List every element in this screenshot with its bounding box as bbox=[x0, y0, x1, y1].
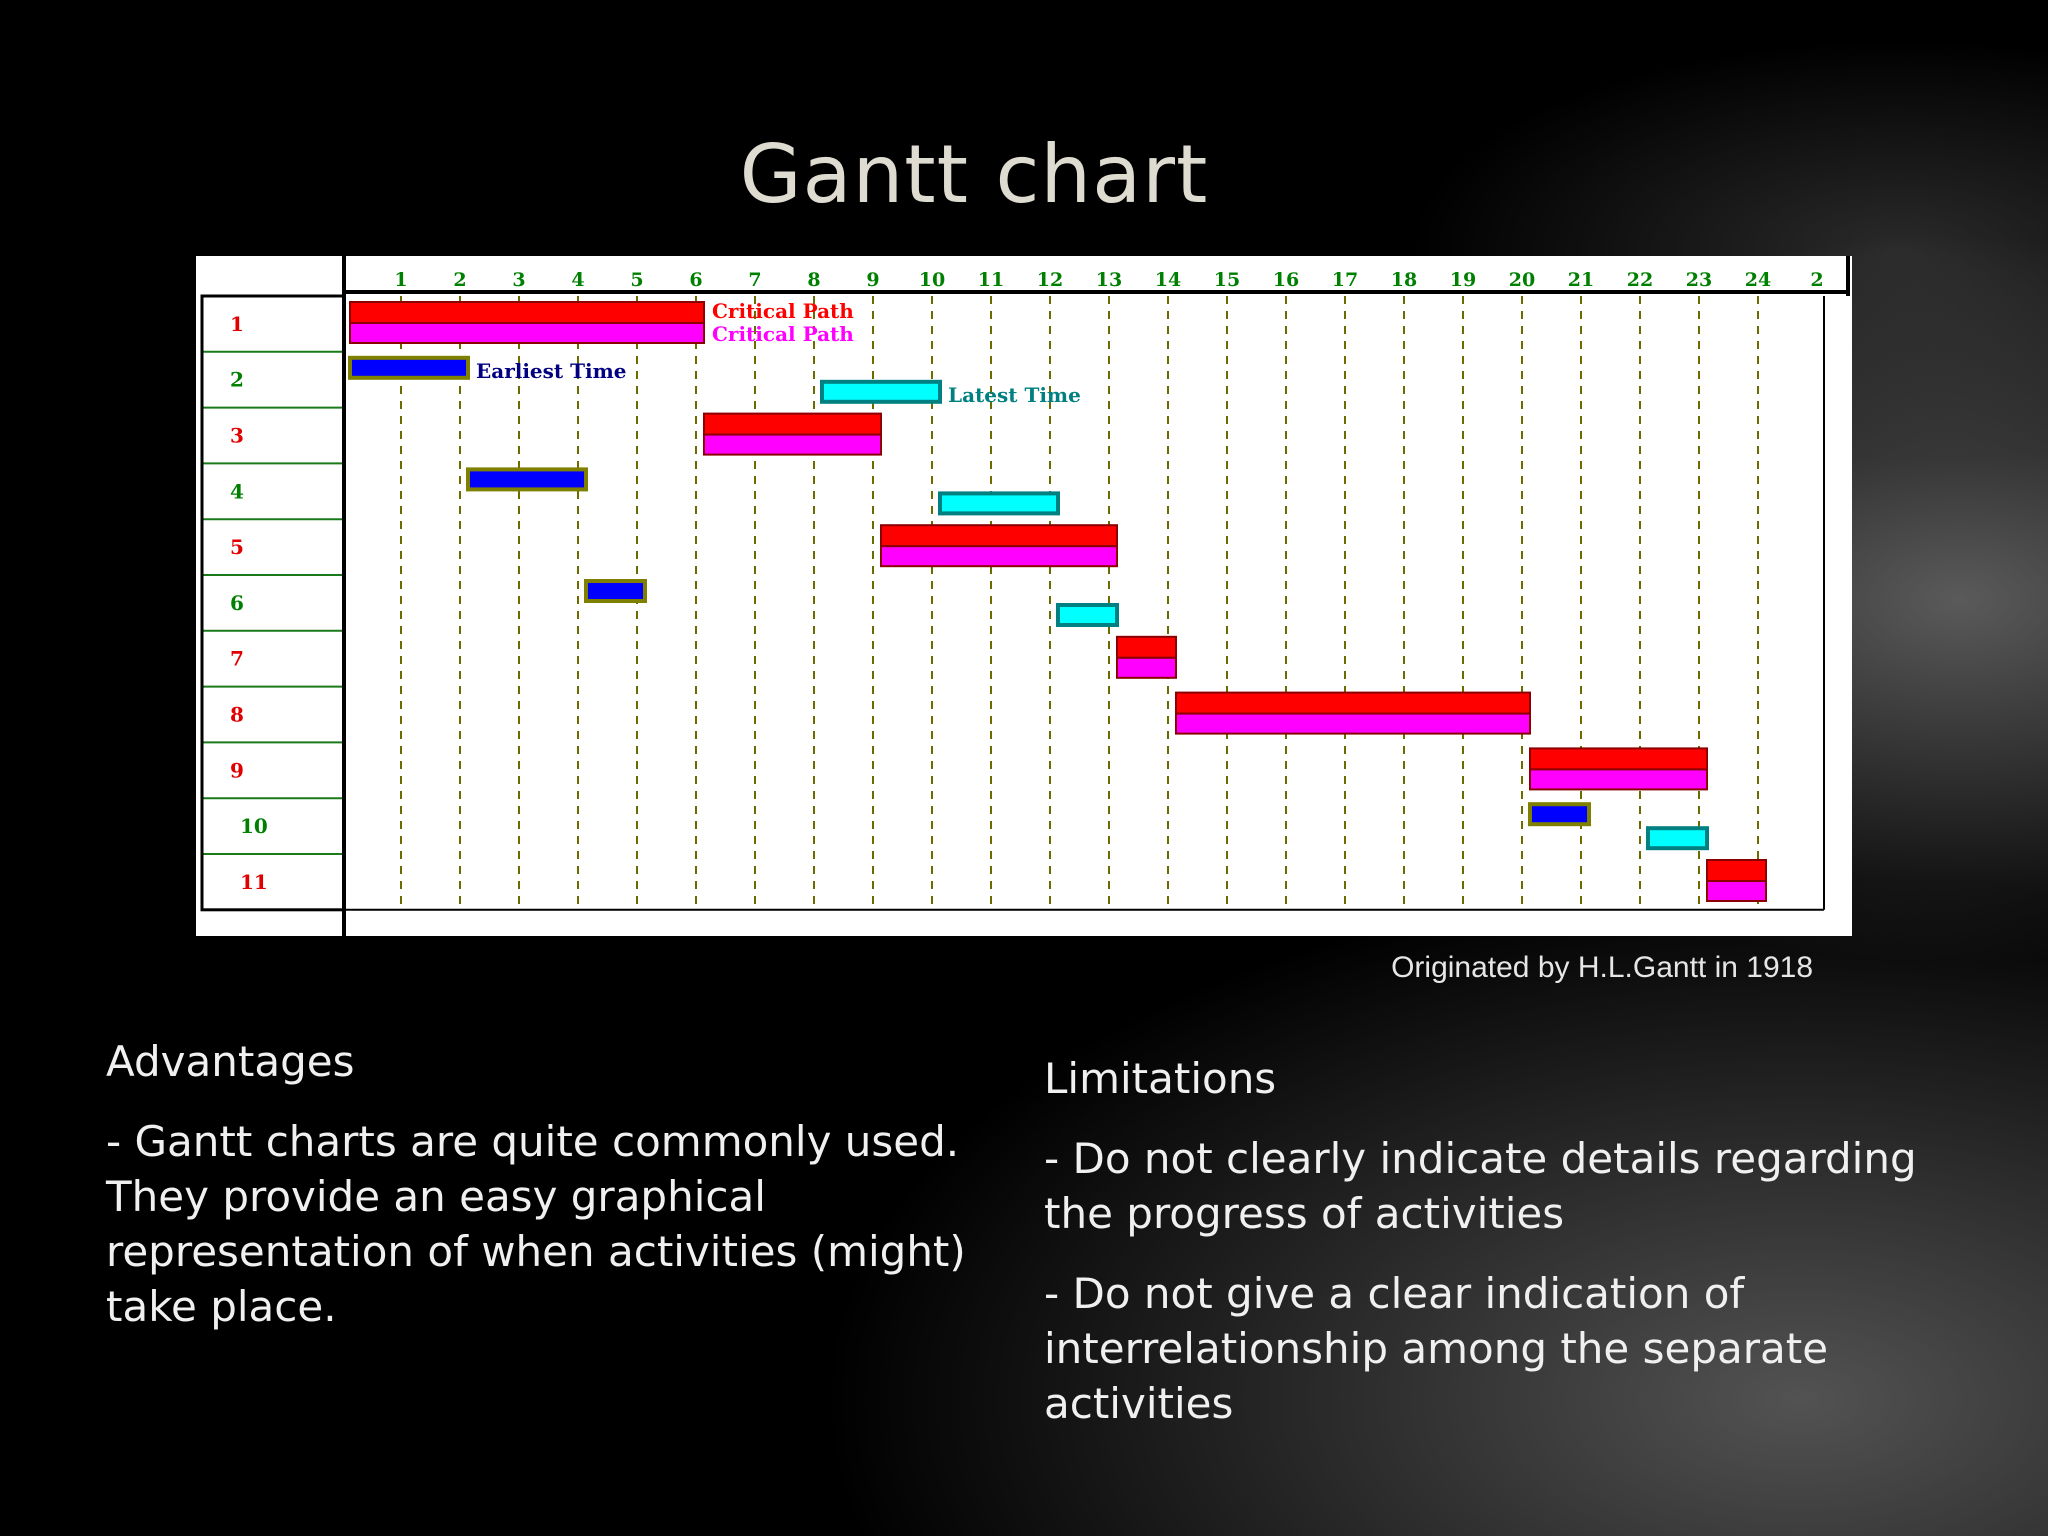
x-tick-label: 14 bbox=[1155, 269, 1181, 291]
limitation-item-1: - Do not clearly indicate details regard… bbox=[1044, 1134, 1917, 1238]
x-tick-label: 24 bbox=[1745, 269, 1771, 291]
gantt-chart: 1 2 3 4 5 6 7 8 9 10 11 12 13 14 15 16 17 18 19 20 21 22 23 24 2… bbox=[196, 256, 1852, 936]
latest-time-bar bbox=[938, 491, 1060, 516]
x-tick-label: 15 bbox=[1214, 269, 1240, 291]
chart-caption: Originated by H.L.Gantt in 1918 bbox=[1391, 951, 1813, 984]
x-tick-label: 16 bbox=[1273, 269, 1299, 291]
advantages-heading: Advantages bbox=[106, 1037, 355, 1086]
row-label: 3 bbox=[230, 424, 244, 448]
row-label: 4 bbox=[230, 479, 244, 503]
x-tick-label: 6 bbox=[689, 269, 702, 291]
x-tick-label: 22 bbox=[1627, 269, 1653, 291]
x-tick-label: 7 bbox=[748, 269, 761, 291]
row-label: 9 bbox=[230, 758, 244, 782]
row-label: 6 bbox=[230, 591, 244, 615]
x-tick-label: 19 bbox=[1450, 269, 1476, 291]
limitations-heading: Limitations bbox=[1044, 1054, 1277, 1103]
row-label: 7 bbox=[230, 647, 244, 671]
x-tick-label: 11 bbox=[978, 269, 1004, 291]
row-label: 11 bbox=[240, 870, 268, 894]
critical-path-bar bbox=[1706, 859, 1767, 882]
limitation-item-2: - Do not give a clear indication of inte… bbox=[1044, 1269, 1829, 1428]
x-tick-label: 17 bbox=[1332, 269, 1358, 291]
latest-time-bar bbox=[1056, 603, 1119, 627]
x-tick-label: 23 bbox=[1686, 269, 1712, 291]
earliest-time-bar bbox=[584, 579, 647, 603]
row-label: 5 bbox=[230, 535, 244, 559]
x-tick-label: 4 bbox=[571, 269, 584, 291]
x-tick-label: 12 bbox=[1037, 269, 1063, 291]
x-tick-label: 1 bbox=[394, 269, 407, 291]
x-tick-label: 3 bbox=[512, 269, 525, 291]
row-label: 1 bbox=[230, 312, 244, 336]
x-tick-label: 21 bbox=[1568, 269, 1594, 291]
critical-path-bar bbox=[1706, 880, 1767, 902]
latest-time-bar bbox=[1646, 826, 1709, 851]
x-tick-label: 13 bbox=[1096, 269, 1122, 291]
latest-time-bar bbox=[820, 379, 942, 404]
earliest-time-bar bbox=[348, 355, 470, 380]
advantages-section: Advantages - Gantt charts are quite comm… bbox=[106, 1034, 1006, 1359]
critical-path-bar bbox=[703, 433, 882, 456]
critical-path-bar bbox=[1116, 635, 1177, 659]
chart-annotation: Critical Path bbox=[712, 299, 854, 323]
chart-annotation: Latest Time bbox=[948, 383, 1081, 407]
advantages-text: - Gantt charts are quite commonly used. … bbox=[106, 1117, 966, 1331]
x-tick-label: 18 bbox=[1391, 269, 1417, 291]
x-tick-label: 2 bbox=[1810, 269, 1823, 291]
label-column-frame bbox=[200, 294, 346, 912]
slide-title: Gantt chart bbox=[739, 128, 1209, 221]
critical-path-bar bbox=[1529, 747, 1708, 771]
row-label: 10 bbox=[240, 814, 268, 838]
chart-annotation: Earliest Time bbox=[476, 359, 627, 383]
critical-path-bar bbox=[349, 301, 705, 324]
x-tick-label: 10 bbox=[919, 269, 945, 291]
critical-path-bar bbox=[1529, 768, 1708, 791]
x-tick-label: 8 bbox=[807, 269, 820, 291]
earliest-time-bar bbox=[1528, 802, 1591, 827]
critical-path-bar bbox=[703, 412, 882, 436]
critical-path-bar bbox=[880, 524, 1118, 548]
x-tick-label: 9 bbox=[866, 269, 879, 291]
row-label: 2 bbox=[230, 368, 244, 392]
x-tick-label: 20 bbox=[1509, 269, 1535, 291]
critical-path-bar bbox=[1175, 712, 1531, 735]
limitations-section: Limitations - Do not clearly indicate de… bbox=[1044, 1051, 1984, 1456]
row-label: 8 bbox=[230, 703, 244, 727]
chart-annotation: Critical Path bbox=[712, 322, 854, 346]
earliest-time-bar bbox=[466, 467, 588, 492]
critical-path-bar bbox=[1175, 691, 1531, 715]
x-tick-label: 5 bbox=[630, 269, 643, 291]
critical-path-bar bbox=[349, 322, 705, 344]
critical-path-bar bbox=[880, 545, 1118, 568]
x-tick-label: 2 bbox=[453, 269, 466, 291]
critical-path-bar bbox=[1116, 656, 1177, 679]
